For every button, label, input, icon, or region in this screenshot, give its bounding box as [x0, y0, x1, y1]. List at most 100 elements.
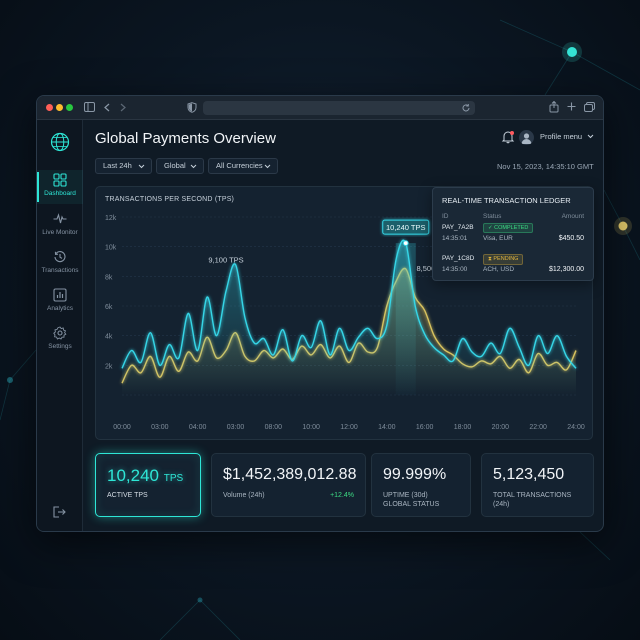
user-icon: [521, 133, 532, 144]
total-label-line1: TOTAL TRANSACTIONS: [493, 492, 572, 499]
active-tps-value: 10,240: [107, 466, 159, 485]
ledger-row-amount: $12,300.00: [548, 266, 584, 273]
shield-icon: [187, 102, 197, 113]
check-icon: ✓: [488, 225, 495, 231]
uptime-label-line2: GLOBAL STATUS: [383, 501, 440, 508]
peak-tooltip: [382, 219, 430, 235]
sidebar-item-label: Dashboard: [44, 190, 76, 197]
kpi-active-tps[interactable]: 10,240 TPS ACTIVE TPS: [95, 453, 201, 517]
sidebar-toggle-icon[interactable]: [84, 102, 95, 112]
reload-icon[interactable]: [461, 103, 471, 113]
x-tick-label: 00:00: [113, 424, 131, 431]
y-tick-label: 8k: [105, 274, 113, 281]
x-tick-label: 10:00: [302, 424, 320, 431]
address-bar[interactable]: [203, 101, 475, 115]
new-tab-icon[interactable]: [567, 102, 576, 111]
region-dropdown[interactable]: Global: [156, 158, 204, 174]
y-tick-label: 12k: [105, 215, 117, 222]
transaction-ledger: REAL-TIME TRANSACTION LEDGER ID Status A…: [432, 187, 594, 281]
sidebar-item-settings[interactable]: Settings: [37, 323, 83, 357]
total-label-line2: (24h): [493, 501, 510, 508]
ledger-row-id: PAY_7A2B: [442, 224, 474, 231]
back-arrow-icon[interactable]: [104, 103, 110, 112]
sidebar: Dashboard Live Monitor Transactions An: [37, 120, 83, 531]
series-area: [122, 240, 576, 395]
x-tick-label: 14:00: [378, 424, 396, 431]
sidebar-item-label: Analytics: [46, 305, 73, 312]
x-tick-label: 20:00: [492, 424, 510, 431]
x-tick-label: 04:00: [189, 424, 207, 431]
notification-bell-icon[interactable]: [501, 130, 515, 144]
y-tick-label: 10k: [105, 245, 117, 252]
time-range-value: Last 24h: [103, 161, 132, 170]
x-tick-label: 16:00: [416, 424, 434, 431]
avatar[interactable]: [519, 130, 534, 145]
currency-value: All Currencies: [216, 161, 263, 170]
tabs-overview-icon[interactable]: [584, 102, 595, 112]
peak-point: [402, 240, 409, 247]
kpi-total-transactions[interactable]: 5,123,450 TOTAL TRANSACTIONS (24h): [481, 453, 594, 517]
last-updated-timestamp: Nov 15, 2023, 14:35:10 GMT: [497, 162, 594, 171]
maximize-window-button[interactable]: [66, 104, 73, 111]
x-tick-label: 24:00: [567, 424, 585, 431]
forward-arrow-icon[interactable]: [120, 103, 126, 112]
profile-menu-label: Profile menu: [540, 132, 583, 141]
volume-change: +12.4%: [330, 492, 354, 499]
browser-window: Dashboard Live Monitor Transactions An: [36, 95, 604, 532]
total-label: TOTAL TRANSACTIONS (24h): [493, 491, 571, 509]
ledger-header-amount: Amount: [561, 213, 584, 220]
sidebar-item-analytics[interactable]: Analytics: [37, 285, 83, 319]
sidebar-item-label: Transactions: [41, 267, 79, 274]
sidebar-item-live-monitor[interactable]: Live Monitor: [37, 209, 83, 243]
close-window-button[interactable]: [46, 104, 53, 111]
gear-icon: [53, 326, 67, 340]
minimize-window-button[interactable]: [56, 104, 63, 111]
ledger-header-status: Status: [483, 213, 502, 220]
ledger-row-time: 14:35:01: [442, 235, 468, 242]
pulse-icon: [53, 213, 67, 224]
sidebar-item-dashboard[interactable]: Dashboard: [37, 170, 83, 204]
volume-label: Volume (24h): [223, 492, 265, 499]
sidebar-item-label: Settings: [48, 343, 72, 350]
x-tick-label: 08:00: [265, 424, 283, 431]
globe-logo-icon[interactable]: [50, 132, 70, 152]
time-range-dropdown[interactable]: Last 24h: [95, 158, 152, 174]
uptime-label-line1: UPTIME (30d): [383, 492, 428, 499]
kpi-uptime[interactable]: 99.999% UPTIME (30d) GLOBAL STATUS: [371, 453, 471, 517]
y-tick-label: 4k: [105, 334, 113, 341]
ledger-row-method: Visa, EUR: [483, 235, 513, 242]
status-badge-text: COMPLETED: [494, 225, 529, 231]
ledger-row-method: ACH, USD: [483, 266, 515, 273]
logout-icon[interactable]: [53, 506, 66, 518]
status-badge-text: PENDING: [493, 256, 519, 262]
share-icon[interactable]: [549, 101, 559, 113]
ledger-row-time: 14:35:00: [442, 266, 468, 273]
browser-titlebar: [37, 96, 603, 120]
chevron-down-icon: [190, 164, 197, 169]
grid-icon: [53, 173, 67, 187]
ledger-header-id: ID: [442, 213, 449, 220]
kpi-volume[interactable]: $1,452,389,012.88 Volume (24h) +12.4%: [211, 453, 366, 517]
chevron-down-icon: [587, 134, 594, 139]
ledger-title: REAL-TIME TRANSACTION LEDGER: [442, 196, 571, 205]
chart-title: TRANSACTIONS PER SECOND (TPS): [105, 196, 235, 203]
y-tick-label: 6k: [105, 304, 113, 311]
ledger-row-id: PAY_1C8D: [442, 255, 475, 262]
hourglass-icon: ⧗: [488, 256, 494, 262]
tps-chart-panel: TRANSACTIONS PER SECOND (TPS) 2k 4k 6k 8k 10…: [95, 186, 594, 440]
left-peak-annotation: 9,100 TPS: [208, 255, 243, 264]
sidebar-item-transactions[interactable]: Transactions: [37, 247, 83, 281]
peak-annotation: 10,240 TPS: [386, 223, 425, 232]
region-value: Global: [164, 161, 186, 170]
series-line: [121, 239, 577, 369]
profile-menu[interactable]: Profile menu: [540, 132, 594, 141]
x-tick-label: 18:00: [454, 424, 472, 431]
page-title: Global Payments Overview: [95, 130, 276, 147]
x-tick-label: 22:00: [529, 424, 547, 431]
bar-chart-icon: [53, 288, 67, 302]
total-value: 5,123,450: [493, 466, 565, 483]
x-tick-label: 12:00: [340, 424, 358, 431]
y-tick-label: 2k: [105, 363, 113, 370]
currency-dropdown[interactable]: All Currencies: [208, 158, 278, 174]
